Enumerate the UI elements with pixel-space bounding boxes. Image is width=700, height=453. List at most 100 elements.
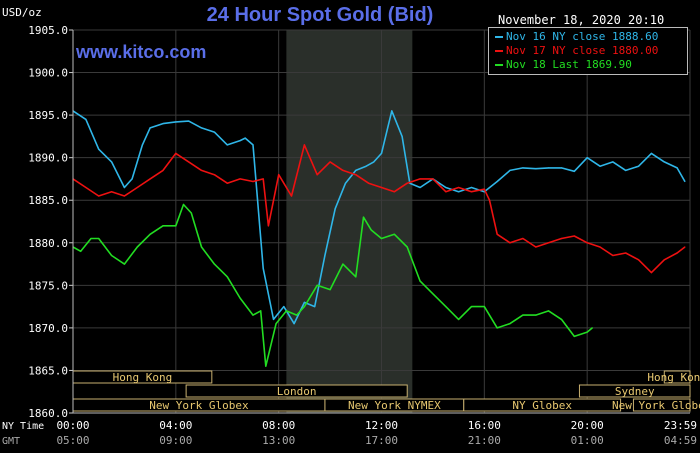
series-point-3 (393, 233, 395, 235)
series-point-3 (370, 229, 372, 231)
series-point-3 (316, 284, 318, 286)
series-point-2 (278, 174, 280, 176)
y-tick-label: 1905.0 (28, 24, 68, 37)
series-point-3 (226, 276, 228, 278)
series-point-2 (676, 252, 678, 254)
series-point-3 (175, 225, 177, 227)
series-point-1 (110, 161, 113, 163)
session-bar (185, 384, 408, 398)
series-point-2 (303, 144, 305, 146)
series-point-1 (200, 127, 203, 129)
session-bar (663, 370, 691, 384)
series-point-1 (625, 169, 627, 172)
series-point-1 (303, 301, 305, 303)
series-point-3 (123, 263, 126, 265)
series-point-1 (141, 144, 144, 146)
series-point-1 (586, 157, 588, 159)
series-point-2 (483, 188, 485, 190)
series-point-1 (401, 135, 403, 137)
x-tick-label-ny: 20:00 (571, 419, 604, 432)
series-point-3 (275, 323, 277, 325)
x-tick-label-ny: 04:00 (159, 419, 192, 432)
series-point-1 (98, 148, 100, 150)
series-point-1 (252, 144, 254, 146)
y-tick-label: 1895.0 (28, 109, 68, 122)
unit-label: USD/oz (2, 6, 42, 19)
series-point-2 (458, 186, 460, 189)
series-point-2 (637, 259, 640, 261)
series-point-1 (650, 152, 653, 155)
series-point-1 (599, 165, 601, 167)
x-tick-label-ny: 16:00 (468, 419, 501, 432)
series-point-2 (432, 178, 434, 180)
series-point-3 (470, 306, 473, 308)
series-point-1 (85, 118, 87, 120)
x-tick-label-ny: 08:00 (262, 419, 295, 432)
legend-item-nov16: Nov 16 NY close 1888.60 (495, 30, 687, 44)
series-point-1 (123, 186, 126, 189)
series-point-2 (496, 233, 498, 235)
series-point-1 (344, 182, 347, 184)
legend-label-nov18: Nov 18 Last 1869.90 (506, 58, 632, 71)
y-tick-label: 1900.0 (28, 67, 68, 80)
series-point-2 (586, 242, 588, 244)
series-point-2 (329, 161, 331, 163)
x-tick-label-gmt: 09:00 (159, 434, 192, 447)
series-point-2 (612, 254, 614, 257)
series-point-3 (98, 237, 100, 240)
series-point-3 (342, 263, 344, 265)
session-label: New York Globex (149, 399, 249, 412)
legend-label-nov17: Nov 17 NY close 1880.00 (506, 44, 659, 57)
series-point-1 (676, 167, 678, 169)
series-point-3 (509, 323, 511, 325)
series-point-1 (470, 186, 473, 189)
series-point-3 (535, 314, 537, 316)
series-point-1 (496, 180, 498, 183)
series-point-2 (262, 178, 264, 180)
series-point-3 (80, 250, 82, 252)
series-point-1 (162, 123, 164, 125)
series-point-1 (445, 186, 447, 189)
series-point-2 (535, 246, 537, 248)
session-label: Hong Kong (647, 371, 700, 384)
series-point-1 (391, 110, 393, 112)
series-point-1 (373, 161, 375, 163)
session-bar (463, 398, 622, 412)
series-point-2 (380, 186, 383, 189)
x-tick-label-gmt: 04:59 (664, 434, 697, 447)
series-point-3 (260, 310, 262, 312)
series-point-2 (445, 191, 447, 193)
series-point-1 (262, 267, 264, 269)
chart-title: 24 Hour Spot Gold (Bid) (206, 4, 434, 26)
series-point-3 (239, 297, 241, 299)
series-point-3 (252, 314, 254, 316)
series-point-2 (625, 252, 627, 254)
series-point-2 (393, 191, 395, 193)
series-point-2 (175, 152, 177, 155)
series-point-3 (110, 254, 113, 257)
series-point-1 (188, 120, 190, 122)
x-tick-label-gmt: 01:00 (571, 434, 604, 447)
y-tick-label: 1880.0 (28, 237, 68, 250)
series-point-3 (136, 246, 138, 248)
brand-link[interactable]: www.kitco.com (76, 42, 207, 62)
highlight-region (286, 30, 413, 413)
legend-swatch-nov18 (495, 64, 503, 66)
y-tick-label: 1875.0 (28, 279, 68, 292)
series-point-2 (419, 178, 421, 180)
series-point-2 (239, 178, 241, 180)
series-point-3 (149, 233, 151, 235)
series-point-2 (599, 246, 601, 248)
series-point-3 (329, 288, 331, 291)
legend-swatch-nov17 (495, 50, 503, 52)
x-tick-label-gmt: 17:00 (365, 434, 398, 447)
x-tick-label-ny: 23:59 (664, 419, 697, 432)
y-tick-label: 1865.0 (28, 364, 68, 377)
series-point-2 (267, 225, 269, 227)
x-tick-label-ny: 00:00 (56, 419, 89, 432)
x-tick-label-gmt: 05:00 (56, 434, 89, 447)
session-label: London (277, 385, 317, 398)
series-point-2 (342, 169, 344, 172)
series-point-1 (380, 152, 383, 155)
